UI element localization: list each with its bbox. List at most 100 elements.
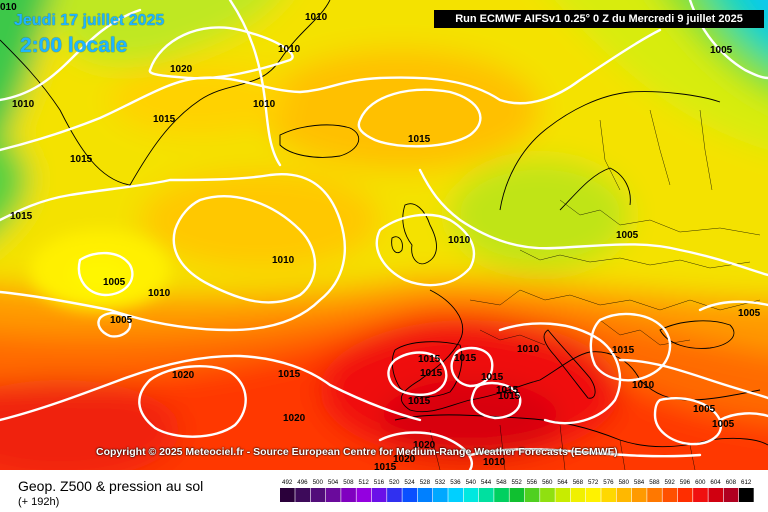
legend-swatch (601, 488, 616, 502)
legend-label: 532 (435, 479, 446, 486)
europe-coast (400, 289, 761, 413)
forecast-time: 2:00 locale (20, 34, 128, 57)
geopotential-color-field (0, 0, 768, 470)
legend-label: 540 (466, 479, 477, 486)
isobar-label: 1005 (693, 404, 716, 415)
isobar-1020-greenland (148, 26, 294, 80)
legend-label: 548 (496, 479, 507, 486)
isobar-label: 1015 (454, 353, 477, 364)
legend-label: 584 (634, 479, 645, 486)
isobar-1015-iberia (387, 346, 494, 396)
isobar-label: 1005 (738, 308, 761, 319)
legend-label: 604 (710, 479, 721, 486)
field-title: Geop. Z500 & pression au sol (18, 478, 204, 494)
legend-label: 612 (741, 479, 752, 486)
legend-swatch (509, 488, 525, 502)
legend-swatch (433, 488, 448, 502)
legend-swatch (647, 488, 662, 502)
isobar-label: 1010 (148, 288, 171, 299)
isobar-label: 1020 (170, 64, 193, 75)
iceland-coast (279, 124, 360, 158)
isobar-1005-east (698, 300, 768, 312)
isobar-label: 1010 (483, 457, 506, 468)
isobar-1005-atl (77, 251, 134, 297)
isobar-labels: 1010 1020 1010 1015 1015 1015 1010 1010 … (10, 12, 761, 470)
legend-label: 592 (665, 479, 676, 486)
legend-label: 600 (695, 479, 706, 486)
isobar-1015-iceland (357, 88, 482, 148)
legend-label: 576 (603, 479, 614, 486)
isobar-label: 1015 (612, 345, 635, 356)
isobar-label: 1010 (632, 380, 655, 391)
isobar-label: 1020 (413, 440, 436, 451)
isobar-1010-turkey (618, 358, 768, 400)
legend-swatch (280, 488, 295, 502)
legend-label: 560 (542, 479, 553, 486)
isobar-label: 1010 (278, 44, 301, 55)
borders (429, 109, 761, 470)
isobar-label: 1010 (253, 99, 276, 110)
isobar-1010-sahara (468, 448, 702, 458)
legend-label: 492 (282, 479, 293, 486)
legend-swatch (723, 488, 739, 502)
legend-swatch (586, 488, 601, 502)
legend-swatch (325, 488, 341, 502)
corner-isobar-label: 010 (0, 2, 17, 13)
scandinavia-coast (499, 91, 721, 211)
legend-swatch (448, 488, 463, 502)
isobar-label: 1005 (110, 315, 133, 326)
isobar-1015-west (0, 173, 347, 332)
forecast-map: 1010 1020 1010 1015 1015 1015 1010 1010 … (0, 0, 768, 470)
legend-swatch (494, 488, 509, 502)
legend-swatch (616, 488, 632, 502)
legend-label: 516 (374, 479, 385, 486)
isobar-label: 1005 (616, 230, 639, 241)
legend-label: 588 (649, 479, 660, 486)
isobar-label: 1015 (420, 368, 443, 379)
isobar-1010-atl (172, 195, 317, 304)
legend-label: 552 (512, 479, 523, 486)
legend-swatch (295, 488, 310, 502)
isobar-label: 1015 (153, 114, 176, 125)
isobar-label: 1015 (498, 391, 521, 402)
isobar-label: 1020 (393, 454, 416, 465)
legend-swatch (540, 488, 555, 502)
north-africa-coast (394, 414, 768, 448)
iberia-coast (391, 341, 463, 398)
legend-swatch (310, 488, 326, 502)
isobar-1020-sahara (378, 431, 473, 470)
legend-label: 500 (313, 479, 324, 486)
legend-swatch (708, 488, 724, 502)
isobar-label: 1005 (712, 419, 735, 430)
isobar-label: 1010 (305, 12, 328, 23)
legend-swatch (417, 488, 433, 502)
legend-label: 528 (420, 479, 431, 486)
forecast-date: Jeudi 17 juillet 2025 (14, 12, 165, 29)
legend-swatch (478, 488, 494, 502)
isobar-label: 1015 (374, 462, 397, 470)
legend-label: 572 (588, 479, 599, 486)
legend-label: 608 (726, 479, 737, 486)
run-info-banner: Run ECMWF AIFSv1 0.25° 0 Z du Mercredi 9… (434, 10, 764, 28)
copyright-notice: Copyright © 2025 Meteociel.fr - Source E… (96, 446, 618, 458)
legend-swatch (693, 488, 708, 502)
isobar-label: 1010 (448, 235, 471, 246)
isobar-label: 1015 (278, 369, 301, 380)
isobar-1015-balkan (589, 312, 672, 382)
isobar-label: 1020 (283, 413, 306, 424)
legend-swatch (524, 488, 540, 502)
isobar-label: 1020 (172, 370, 195, 381)
isobar-label: 1015 (496, 385, 519, 396)
legend-swatch (387, 488, 402, 502)
black-sea-coast (659, 320, 735, 349)
isobar-1020-south (138, 364, 247, 438)
isobar-1005-atl-b (97, 311, 132, 338)
isobars (0, 0, 768, 470)
legend-label: 504 (328, 479, 339, 486)
legend-label: 520 (389, 479, 400, 486)
color-legend: 492 496 500 504 508 512 516 520 524 528 532 536 540 5… (280, 479, 754, 502)
legend-label: 556 (527, 479, 538, 486)
italy-coast (543, 329, 596, 399)
legend-swatch (356, 488, 372, 502)
legend-label: 536 (450, 479, 461, 486)
